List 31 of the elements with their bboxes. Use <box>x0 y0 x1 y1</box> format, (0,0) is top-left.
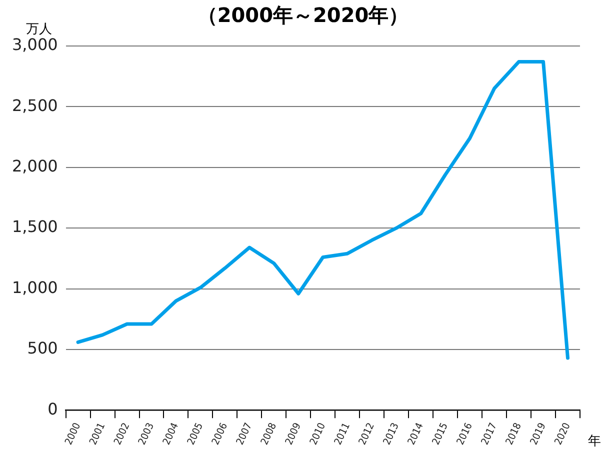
x-tick-label: 2000 <box>63 421 84 447</box>
y-tick-label: 500 <box>27 338 58 358</box>
x-tick-label: 2003 <box>136 421 157 447</box>
x-tick-label: 2001 <box>88 421 108 447</box>
x-tick-label: 2010 <box>308 421 328 447</box>
x-tick-label: 2011 <box>332 421 352 447</box>
x-tick-label: 2017 <box>480 421 500 447</box>
x-tick-label: 2014 <box>406 421 426 447</box>
y-axis-title: 万人 <box>26 21 52 38</box>
x-tick-label: 2007 <box>234 421 255 447</box>
x-tick-label: 2019 <box>528 421 548 447</box>
y-tick-label: 0 <box>48 399 58 418</box>
y-tick-label: 1,500 <box>12 217 58 236</box>
x-tick-label: 2008 <box>259 421 280 447</box>
x-tick-label: 2002 <box>112 421 132 447</box>
y-tick-label: 2,500 <box>12 96 58 115</box>
y-tick-label: 2,000 <box>12 156 58 176</box>
x-tick-label: 2004 <box>161 421 182 447</box>
x-tick-label: 2005 <box>186 421 206 447</box>
y-tick-label: 1,000 <box>12 278 58 297</box>
chart-title: （2000年～2020年） <box>197 3 409 27</box>
x-axis-title: 年 <box>588 433 601 450</box>
x-tick-label: 2020 <box>553 421 573 447</box>
x-tick-label: 2009 <box>284 421 304 447</box>
x-tick-label: 2012 <box>357 421 377 447</box>
x-tick-label: 2013 <box>382 421 402 447</box>
x-tick-label: 2018 <box>504 421 524 447</box>
x-tick-label: 2015 <box>430 421 450 447</box>
y-tick-label: 3,000 <box>12 35 58 54</box>
x-tick-label: 2016 <box>455 421 475 447</box>
x-tick-label: 2006 <box>210 421 230 447</box>
